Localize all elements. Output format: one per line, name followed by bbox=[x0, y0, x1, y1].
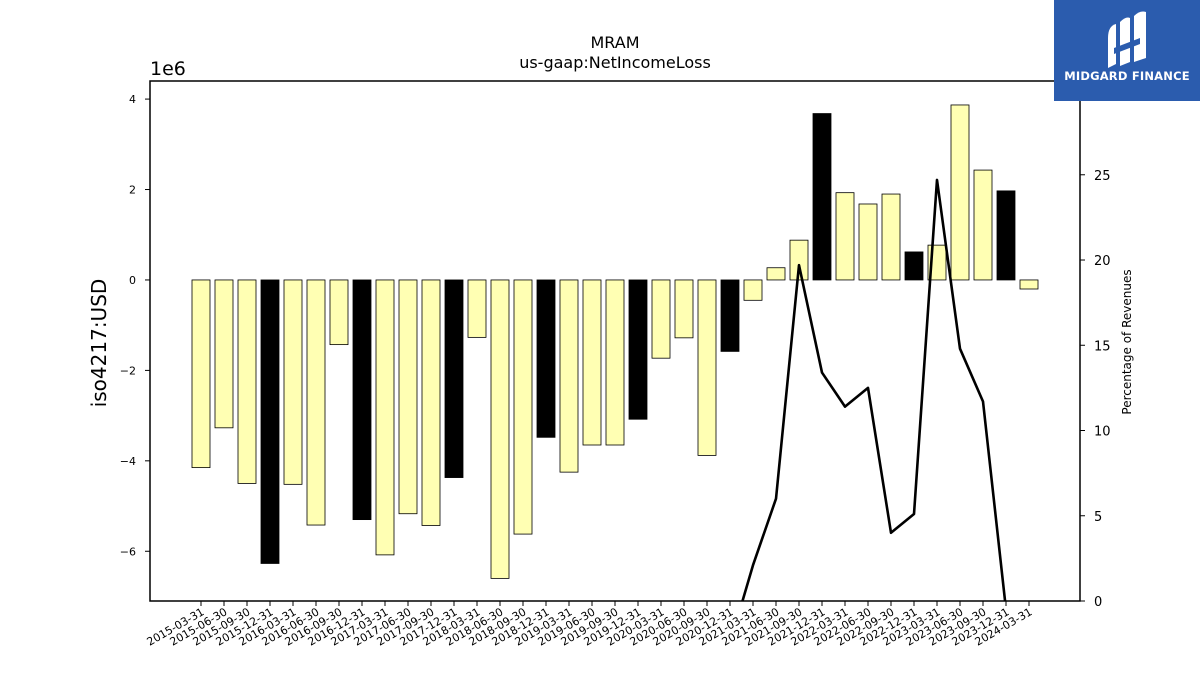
y2-axis-label: Percentage of Revenues bbox=[1120, 269, 1134, 414]
bar-2016-03-31 bbox=[283, 279, 303, 485]
y-axis-label: iso4217:USD bbox=[87, 279, 111, 408]
bar-2018-06-30 bbox=[490, 279, 510, 579]
x-axis: 2015-03-312015-06-302015-09-302015-12-31… bbox=[145, 601, 1035, 649]
bar-2021-12-31 bbox=[812, 113, 832, 281]
line-series bbox=[741, 178, 1007, 601]
chart-subtitle: us-gaap:NetIncomeLoss bbox=[519, 53, 711, 72]
bar-2022-09-30 bbox=[881, 193, 901, 281]
plot-frame bbox=[149, 80, 1081, 602]
bar-series bbox=[191, 104, 1039, 579]
bar-2016-06-30 bbox=[306, 279, 326, 526]
y2-tick-label: 5 bbox=[1094, 510, 1102, 525]
y-tick-label: −2 bbox=[120, 364, 136, 377]
bar-2018-03-31 bbox=[467, 279, 487, 338]
y-tick-label: −4 bbox=[120, 455, 136, 468]
y-tick-label: −6 bbox=[120, 545, 136, 558]
bar-2020-12-31 bbox=[720, 279, 740, 352]
bar-2022-12-31 bbox=[904, 251, 924, 281]
bar-2020-09-30 bbox=[697, 279, 717, 456]
bar-2016-09-30 bbox=[329, 279, 349, 346]
bar-2017-06-30 bbox=[398, 279, 418, 515]
bar-2017-09-30 bbox=[421, 279, 441, 526]
bar-2018-09-30 bbox=[513, 279, 533, 535]
bar-2023-12-31 bbox=[996, 190, 1016, 281]
bar-2017-03-31 bbox=[375, 279, 395, 556]
bar-2015-12-31 bbox=[260, 279, 280, 564]
bar-2023-06-30 bbox=[950, 104, 970, 281]
midgard-logo-icon bbox=[1108, 11, 1146, 68]
percentage-line bbox=[741, 178, 1007, 601]
bar-2015-09-30 bbox=[237, 279, 257, 484]
bar-2019-03-31 bbox=[559, 279, 579, 473]
bar-2018-12-31 bbox=[536, 279, 556, 438]
y-offset-label: 1e6 bbox=[150, 58, 186, 80]
y-tick-label: 0 bbox=[129, 274, 136, 287]
brand-name: MIDGARD FINANCE bbox=[1064, 69, 1190, 83]
bar-2021-03-31 bbox=[743, 279, 763, 301]
bar-2020-06-30 bbox=[674, 279, 694, 339]
y2-axis: 0 5 10 15 20 25 bbox=[1080, 169, 1111, 610]
y2-tick-label: 15 bbox=[1094, 339, 1111, 354]
y-axis: −6 −4 −2 0 2 4 bbox=[120, 93, 150, 558]
bar-2021-09-30 bbox=[789, 239, 809, 281]
y-tick-label: 2 bbox=[129, 184, 136, 197]
bar-2019-12-31 bbox=[628, 279, 648, 420]
y2-tick-label: 25 bbox=[1094, 169, 1111, 184]
bar-2021-06-30 bbox=[766, 267, 786, 281]
bar-2015-03-31 bbox=[191, 279, 211, 469]
bar-2019-09-30 bbox=[605, 279, 625, 446]
bar-2015-06-30 bbox=[214, 279, 234, 429]
y2-tick-label: 0 bbox=[1094, 595, 1102, 610]
brand-logo: MIDGARD FINANCE bbox=[1054, 0, 1200, 101]
bar-2022-06-30 bbox=[858, 203, 878, 281]
bar-2016-12-31 bbox=[352, 279, 372, 521]
bar-2020-03-31 bbox=[651, 279, 671, 359]
y-tick-label: 4 bbox=[129, 93, 136, 106]
y2-tick-label: 10 bbox=[1094, 425, 1111, 440]
bar-2024-03-31 bbox=[1019, 279, 1039, 290]
bar-2019-06-30 bbox=[582, 279, 602, 446]
bar-2017-12-31 bbox=[444, 279, 464, 478]
y2-tick-label: 20 bbox=[1094, 254, 1111, 269]
bar-2022-03-31 bbox=[835, 192, 855, 281]
bar-2023-09-30 bbox=[973, 169, 993, 281]
chart-title: MRAM bbox=[590, 33, 639, 52]
